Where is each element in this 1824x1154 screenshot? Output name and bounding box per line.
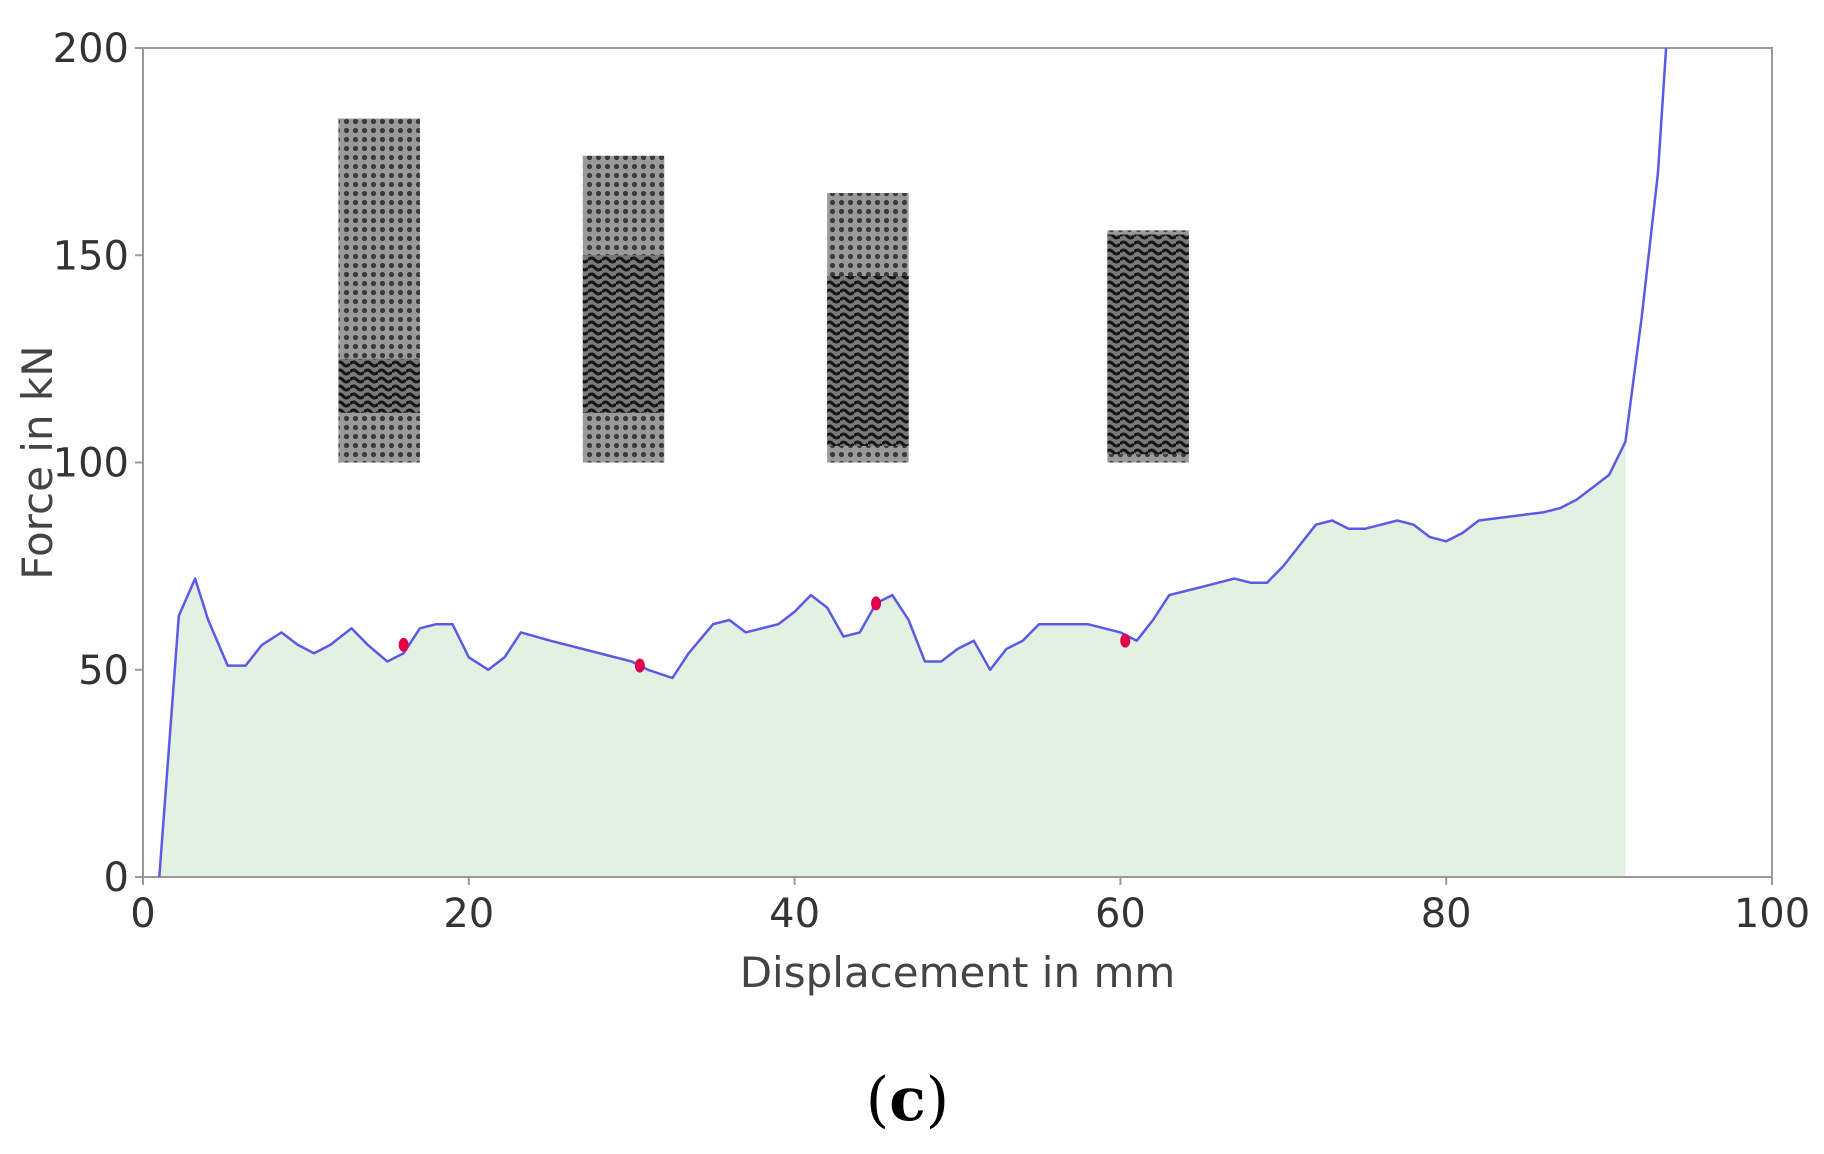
specimen-crush-band-2 bbox=[582, 255, 665, 413]
stage-marker-2 bbox=[634, 658, 645, 673]
x-axis-label: Displacement in mm bbox=[740, 948, 1176, 997]
panel-label: (c) bbox=[866, 1065, 949, 1135]
panel-label-open: ( bbox=[866, 1065, 889, 1135]
specimen-crush-band-1 bbox=[338, 358, 420, 413]
area-fill bbox=[159, 441, 1626, 877]
x-tick-label: 0 bbox=[130, 891, 155, 937]
specimen-crush-band-3 bbox=[827, 275, 909, 446]
x-axis-ticks: 0 20 40 60 80 100 bbox=[130, 877, 1810, 937]
stage-marker-4 bbox=[1120, 633, 1131, 648]
force-curve-line bbox=[158, 47, 1668, 878]
y-tick-label: 150 bbox=[53, 233, 129, 279]
specimen-crush-band-4 bbox=[1107, 234, 1189, 455]
y-axis-ticks: 0 50 100 150 200 bbox=[53, 26, 143, 901]
y-tick-label: 200 bbox=[53, 26, 129, 72]
y-tick-label: 50 bbox=[78, 648, 129, 694]
x-tick-label: 60 bbox=[1095, 891, 1146, 937]
y-tick-label: 0 bbox=[104, 855, 129, 901]
x-tick-label: 40 bbox=[769, 891, 820, 937]
y-tick-label: 100 bbox=[53, 441, 129, 487]
panel-label-close: ) bbox=[926, 1065, 949, 1135]
stage-marker-3 bbox=[871, 596, 882, 611]
x-tick-label: 80 bbox=[1421, 891, 1472, 937]
x-tick-label: 20 bbox=[443, 891, 494, 937]
panel-label-letter: c bbox=[889, 1065, 926, 1135]
y-axis-label: Force in kN bbox=[13, 345, 62, 579]
force-curve bbox=[158, 47, 1668, 878]
x-tick-label: 100 bbox=[1734, 891, 1810, 937]
specimen-insets bbox=[338, 118, 1189, 463]
stage-marker-1 bbox=[398, 637, 409, 652]
area-fill-shape bbox=[159, 441, 1626, 877]
stage-markers bbox=[398, 596, 1131, 673]
